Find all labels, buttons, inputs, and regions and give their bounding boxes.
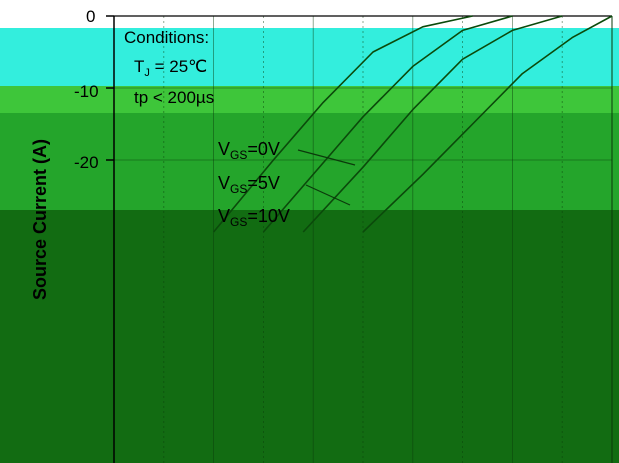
conditions-tj-value: = 25℃ bbox=[150, 57, 207, 76]
curve-label-vgs-0-v: V bbox=[218, 139, 230, 159]
curve-label-vgs-5-v: V bbox=[218, 173, 230, 193]
curve-label-vgs-10-sub: GS bbox=[230, 215, 247, 229]
background-band-top bbox=[0, 0, 619, 28]
curve-label-vgs-0-sub: GS bbox=[230, 148, 247, 162]
series-curve-3 bbox=[212, 15, 473, 233]
conditions-tp: tp < 200µs bbox=[134, 88, 214, 107]
curve-label-vgs-0-rest: =0V bbox=[247, 139, 280, 159]
curve-label-vgs-5: VGS=5V bbox=[218, 173, 280, 196]
series-curve-2 bbox=[262, 15, 513, 233]
background-band-lime-1 bbox=[0, 86, 619, 113]
y-tick-label-20: -20 bbox=[74, 153, 99, 172]
curve-label-vgs-5-rest: =5V bbox=[247, 173, 280, 193]
background-band-green-dark bbox=[0, 210, 619, 463]
conditions-tj-symbol: T bbox=[134, 57, 144, 76]
series-curve-0 bbox=[362, 15, 613, 233]
y-tick-label-10: -10 bbox=[74, 82, 99, 101]
y-tick-label-0: 0 bbox=[86, 7, 95, 26]
background-band-green-mid bbox=[0, 113, 619, 210]
curve-label-vgs-10-v: V bbox=[218, 206, 230, 226]
y-ticks bbox=[106, 15, 114, 161]
curve-label-vgs-0: VGS=0V bbox=[218, 139, 280, 162]
leader-vgs-0 bbox=[297, 149, 356, 166]
leader-vgs-5 bbox=[305, 184, 351, 206]
series-curve-1 bbox=[302, 15, 563, 233]
conditions-tj-sub: J bbox=[144, 67, 150, 79]
y-axis-title: Source Current (A) bbox=[30, 139, 50, 300]
curve-label-vgs-10-rest: =10V bbox=[247, 206, 290, 226]
curve-label-vgs-10: VGS=10V bbox=[218, 206, 290, 229]
grid bbox=[114, 16, 612, 463]
background-band-cyan bbox=[0, 28, 619, 86]
curve-label-vgs-5-sub: GS bbox=[230, 182, 247, 196]
conditions-tj: TJ = 25℃ bbox=[134, 57, 207, 79]
series-curves bbox=[212, 15, 613, 233]
conditions-heading: Conditions: bbox=[124, 28, 209, 47]
